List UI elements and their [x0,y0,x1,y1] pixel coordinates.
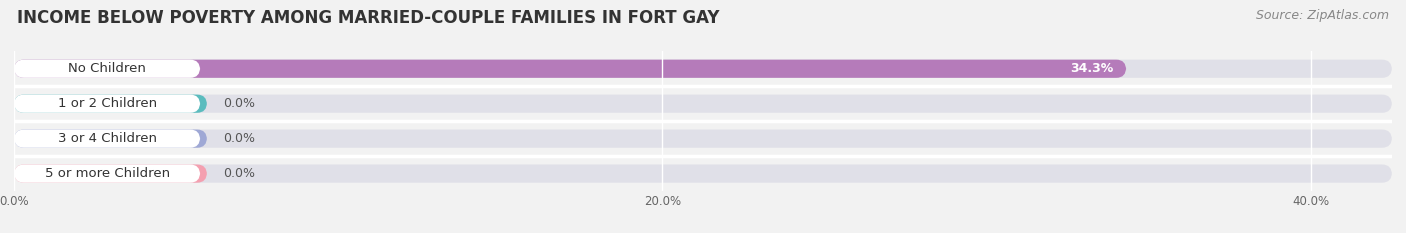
FancyBboxPatch shape [14,130,1392,148]
FancyBboxPatch shape [14,60,1392,78]
FancyBboxPatch shape [14,164,200,183]
Text: 3 or 4 Children: 3 or 4 Children [58,132,156,145]
FancyBboxPatch shape [14,130,207,148]
Text: INCOME BELOW POVERTY AMONG MARRIED-COUPLE FAMILIES IN FORT GAY: INCOME BELOW POVERTY AMONG MARRIED-COUPL… [17,9,720,27]
Text: 5 or more Children: 5 or more Children [45,167,170,180]
Text: 0.0%: 0.0% [224,97,254,110]
Text: 0.0%: 0.0% [224,132,254,145]
FancyBboxPatch shape [14,130,200,148]
FancyBboxPatch shape [14,164,1392,183]
Text: No Children: No Children [67,62,146,75]
FancyBboxPatch shape [14,95,1392,113]
Text: 34.3%: 34.3% [1070,62,1114,75]
FancyBboxPatch shape [14,60,1126,78]
FancyBboxPatch shape [14,60,200,78]
Text: Source: ZipAtlas.com: Source: ZipAtlas.com [1256,9,1389,22]
Text: 0.0%: 0.0% [224,167,254,180]
Text: 1 or 2 Children: 1 or 2 Children [58,97,156,110]
FancyBboxPatch shape [14,164,207,183]
FancyBboxPatch shape [14,95,200,113]
FancyBboxPatch shape [14,95,207,113]
